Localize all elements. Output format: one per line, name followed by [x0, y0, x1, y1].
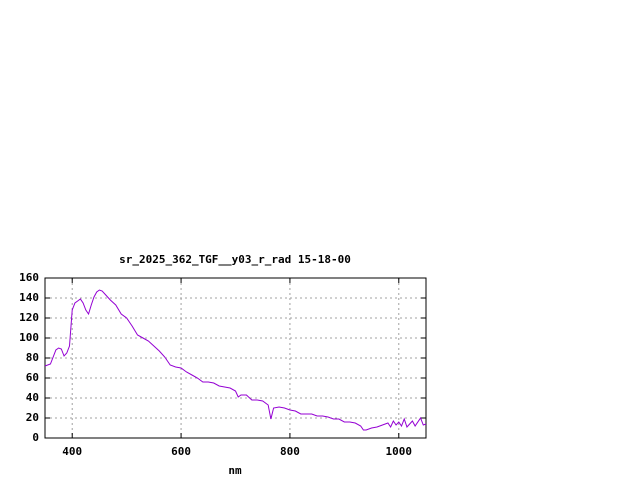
x-tick-label: 400	[62, 445, 82, 458]
y-tick-label: 100	[19, 331, 39, 344]
y-tick-label: 60	[26, 371, 39, 384]
x-axis-label: nm	[228, 464, 242, 477]
plot-frame	[44, 277, 427, 439]
y-tick-label: 0	[32, 431, 39, 444]
x-tick-label: 1000	[386, 445, 413, 458]
x-tick-label: 600	[171, 445, 191, 458]
y-tick-label: 40	[26, 391, 39, 404]
x-tick-label: 800	[280, 445, 300, 458]
y-tick-label: 120	[19, 311, 39, 324]
chart-title: sr_2025_362_TGF__y03_r_rad 15-18-00	[119, 253, 351, 266]
y-tick-label: 160	[19, 271, 39, 284]
y-tick-label: 80	[26, 351, 39, 364]
y-tick-label: 140	[19, 291, 39, 304]
y-tick-label: 20	[26, 411, 39, 424]
data-line	[44, 289, 427, 431]
